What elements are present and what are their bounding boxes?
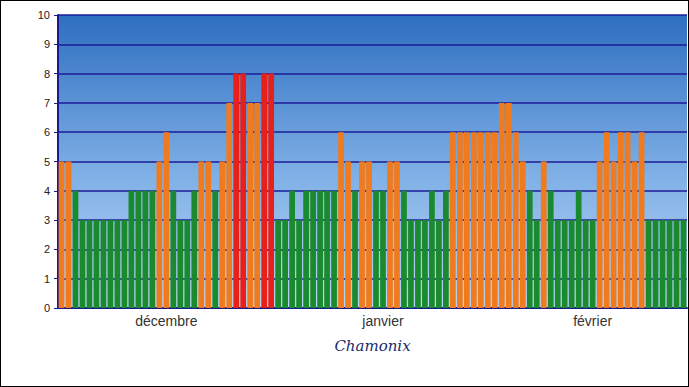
svg-text:1: 1 bbox=[44, 273, 50, 285]
svg-text:0: 0 bbox=[44, 302, 50, 314]
svg-text:5: 5 bbox=[44, 156, 50, 168]
svg-text:janvier: janvier bbox=[361, 313, 404, 329]
svg-text:10: 10 bbox=[38, 9, 50, 21]
svg-text:7: 7 bbox=[44, 97, 50, 109]
svg-text:Chamonix: Chamonix bbox=[334, 337, 411, 355]
svg-text:6: 6 bbox=[44, 126, 50, 138]
svg-text:9: 9 bbox=[44, 38, 50, 50]
svg-text:2: 2 bbox=[44, 243, 50, 255]
svg-text:3: 3 bbox=[44, 214, 50, 226]
svg-text:4: 4 bbox=[44, 185, 50, 197]
svg-text:février: février bbox=[573, 313, 612, 329]
svg-text:décembre: décembre bbox=[135, 313, 197, 329]
svg-text:8: 8 bbox=[44, 68, 50, 80]
